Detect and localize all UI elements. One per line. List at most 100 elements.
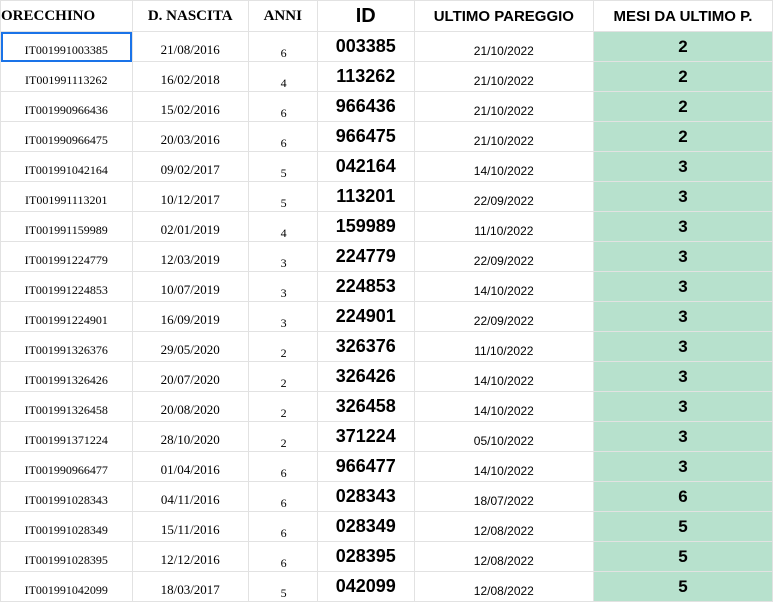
cell-nascita[interactable]: 15/11/2016 — [131, 511, 249, 542]
cell-ultimo-pareggio[interactable]: 14/10/2022 — [413, 391, 594, 422]
cell-anni[interactable]: 6 — [247, 31, 318, 62]
cell-id[interactable]: 042164 — [316, 151, 415, 182]
cell-nascita[interactable]: 12/03/2019 — [131, 241, 249, 272]
cell-anni[interactable]: 6 — [247, 121, 318, 152]
cell-ultimo-pareggio[interactable]: 21/10/2022 — [413, 91, 594, 122]
cell-anni[interactable]: 5 — [247, 571, 318, 602]
cell-nascita[interactable]: 15/02/2016 — [131, 91, 249, 122]
cell-nascita[interactable]: 20/03/2016 — [131, 121, 249, 152]
cell-anni[interactable]: 6 — [247, 541, 318, 572]
cell-ultimo-pareggio[interactable]: 18/07/2022 — [413, 481, 594, 512]
cell-orecchino[interactable]: IT001990966436 — [0, 91, 133, 122]
cell-mesi[interactable]: 3 — [592, 451, 773, 482]
cell-ultimo-pareggio[interactable]: 14/10/2022 — [413, 151, 594, 182]
cell-id[interactable]: 326376 — [316, 331, 415, 362]
cell-ultimo-pareggio[interactable]: 22/09/2022 — [413, 241, 594, 272]
cell-id[interactable]: 113201 — [316, 181, 415, 212]
cell-id[interactable]: 224901 — [316, 301, 415, 332]
cell-anni[interactable]: 3 — [247, 301, 318, 332]
cell-mesi[interactable]: 6 — [592, 481, 773, 512]
cell-orecchino[interactable]: IT001991028395 — [0, 541, 133, 572]
cell-anni[interactable]: 2 — [247, 391, 318, 422]
cell-ultimo-pareggio[interactable]: 14/10/2022 — [413, 451, 594, 482]
cell-anni[interactable]: 2 — [247, 361, 318, 392]
cell-anni[interactable]: 4 — [247, 61, 318, 92]
cell-anni[interactable]: 6 — [247, 451, 318, 482]
cell-nascita[interactable]: 10/07/2019 — [131, 271, 249, 302]
cell-orecchino[interactable]: IT001991326426 — [0, 361, 133, 392]
cell-orecchino[interactable]: IT001991042164 — [0, 151, 133, 182]
cell-mesi[interactable]: 2 — [592, 31, 773, 62]
cell-mesi[interactable]: 5 — [592, 541, 773, 572]
cell-nascita[interactable]: 04/11/2016 — [131, 481, 249, 512]
cell-mesi[interactable]: 3 — [592, 421, 773, 452]
cell-nascita[interactable]: 12/12/2016 — [131, 541, 249, 572]
cell-mesi[interactable]: 3 — [592, 361, 773, 392]
cell-orecchino[interactable]: IT001991113201 — [0, 181, 133, 212]
cell-nascita[interactable]: 20/07/2020 — [131, 361, 249, 392]
cell-orecchino[interactable]: IT001991224853 — [0, 271, 133, 302]
cell-ultimo-pareggio[interactable]: 05/10/2022 — [413, 421, 594, 452]
cell-id[interactable]: 966436 — [316, 91, 415, 122]
cell-orecchino[interactable]: IT001991326458 — [0, 391, 133, 422]
cell-anni[interactable]: 2 — [247, 331, 318, 362]
cell-ultimo-pareggio[interactable]: 14/10/2022 — [413, 271, 594, 302]
cell-ultimo-pareggio[interactable]: 12/08/2022 — [413, 541, 594, 572]
cell-nascita[interactable]: 16/09/2019 — [131, 301, 249, 332]
cell-anni[interactable]: 6 — [247, 481, 318, 512]
header-mesi-da-ultimo[interactable]: MESI DA ULTIMO P. — [592, 0, 773, 32]
cell-ultimo-pareggio[interactable]: 12/08/2022 — [413, 571, 594, 602]
cell-mesi[interactable]: 3 — [592, 271, 773, 302]
cell-mesi[interactable]: 2 — [592, 91, 773, 122]
cell-orecchino[interactable]: IT001991326376 — [0, 331, 133, 362]
cell-nascita[interactable]: 09/02/2017 — [131, 151, 249, 182]
cell-nascita[interactable]: 16/02/2018 — [131, 61, 249, 92]
cell-orecchino[interactable]: IT001991042099 — [0, 571, 133, 602]
cell-ultimo-pareggio[interactable]: 21/10/2022 — [413, 61, 594, 92]
cell-orecchino[interactable]: IT001991113262 — [0, 61, 133, 92]
cell-orecchino[interactable]: IT001991224779 — [0, 241, 133, 272]
cell-ultimo-pareggio[interactable]: 21/10/2022 — [413, 31, 594, 62]
cell-mesi[interactable]: 2 — [592, 121, 773, 152]
cell-mesi[interactable]: 3 — [592, 391, 773, 422]
cell-nascita[interactable]: 29/05/2020 — [131, 331, 249, 362]
cell-id[interactable]: 966475 — [316, 121, 415, 152]
cell-nascita[interactable]: 02/01/2019 — [131, 211, 249, 242]
cell-id[interactable]: 003385 — [316, 31, 415, 62]
cell-id[interactable]: 042099 — [316, 571, 415, 602]
cell-anni[interactable]: 5 — [247, 181, 318, 212]
cell-orecchino[interactable]: IT001991028343 — [0, 481, 133, 512]
cell-id[interactable]: 028343 — [316, 481, 415, 512]
cell-ultimo-pareggio[interactable]: 14/10/2022 — [413, 361, 594, 392]
cell-mesi[interactable]: 3 — [592, 241, 773, 272]
cell-id[interactable]: 371224 — [316, 421, 415, 452]
cell-nascita[interactable]: 18/03/2017 — [131, 571, 249, 602]
cell-orecchino[interactable]: IT001991028349 — [0, 511, 133, 542]
cell-mesi[interactable]: 3 — [592, 301, 773, 332]
cell-orecchino[interactable]: IT001990966475 — [0, 121, 133, 152]
cell-id[interactable]: 224853 — [316, 271, 415, 302]
cell-orecchino[interactable]: IT001991003385 — [0, 31, 133, 62]
cell-anni[interactable]: 6 — [247, 511, 318, 542]
cell-id[interactable]: 028395 — [316, 541, 415, 572]
cell-id[interactable]: 224779 — [316, 241, 415, 272]
cell-ultimo-pareggio[interactable]: 22/09/2022 — [413, 301, 594, 332]
header-orecchino[interactable]: ORECCHINO — [0, 0, 133, 32]
cell-mesi[interactable]: 3 — [592, 211, 773, 242]
cell-orecchino[interactable]: IT001991371224 — [0, 421, 133, 452]
cell-mesi[interactable]: 3 — [592, 181, 773, 212]
cell-mesi[interactable]: 3 — [592, 151, 773, 182]
cell-ultimo-pareggio[interactable]: 11/10/2022 — [413, 211, 594, 242]
cell-orecchino[interactable]: IT001991224901 — [0, 301, 133, 332]
cell-ultimo-pareggio[interactable]: 22/09/2022 — [413, 181, 594, 212]
cell-orecchino[interactable]: IT001990966477 — [0, 451, 133, 482]
cell-ultimo-pareggio[interactable]: 12/08/2022 — [413, 511, 594, 542]
header-id[interactable]: ID — [316, 0, 415, 32]
cell-nascita[interactable]: 20/08/2020 — [131, 391, 249, 422]
cell-anni[interactable]: 3 — [247, 271, 318, 302]
cell-id[interactable]: 113262 — [316, 61, 415, 92]
cell-id[interactable]: 326426 — [316, 361, 415, 392]
cell-mesi[interactable]: 2 — [592, 61, 773, 92]
header-nascita[interactable]: D. NASCITA — [131, 0, 249, 32]
cell-ultimo-pareggio[interactable]: 11/10/2022 — [413, 331, 594, 362]
